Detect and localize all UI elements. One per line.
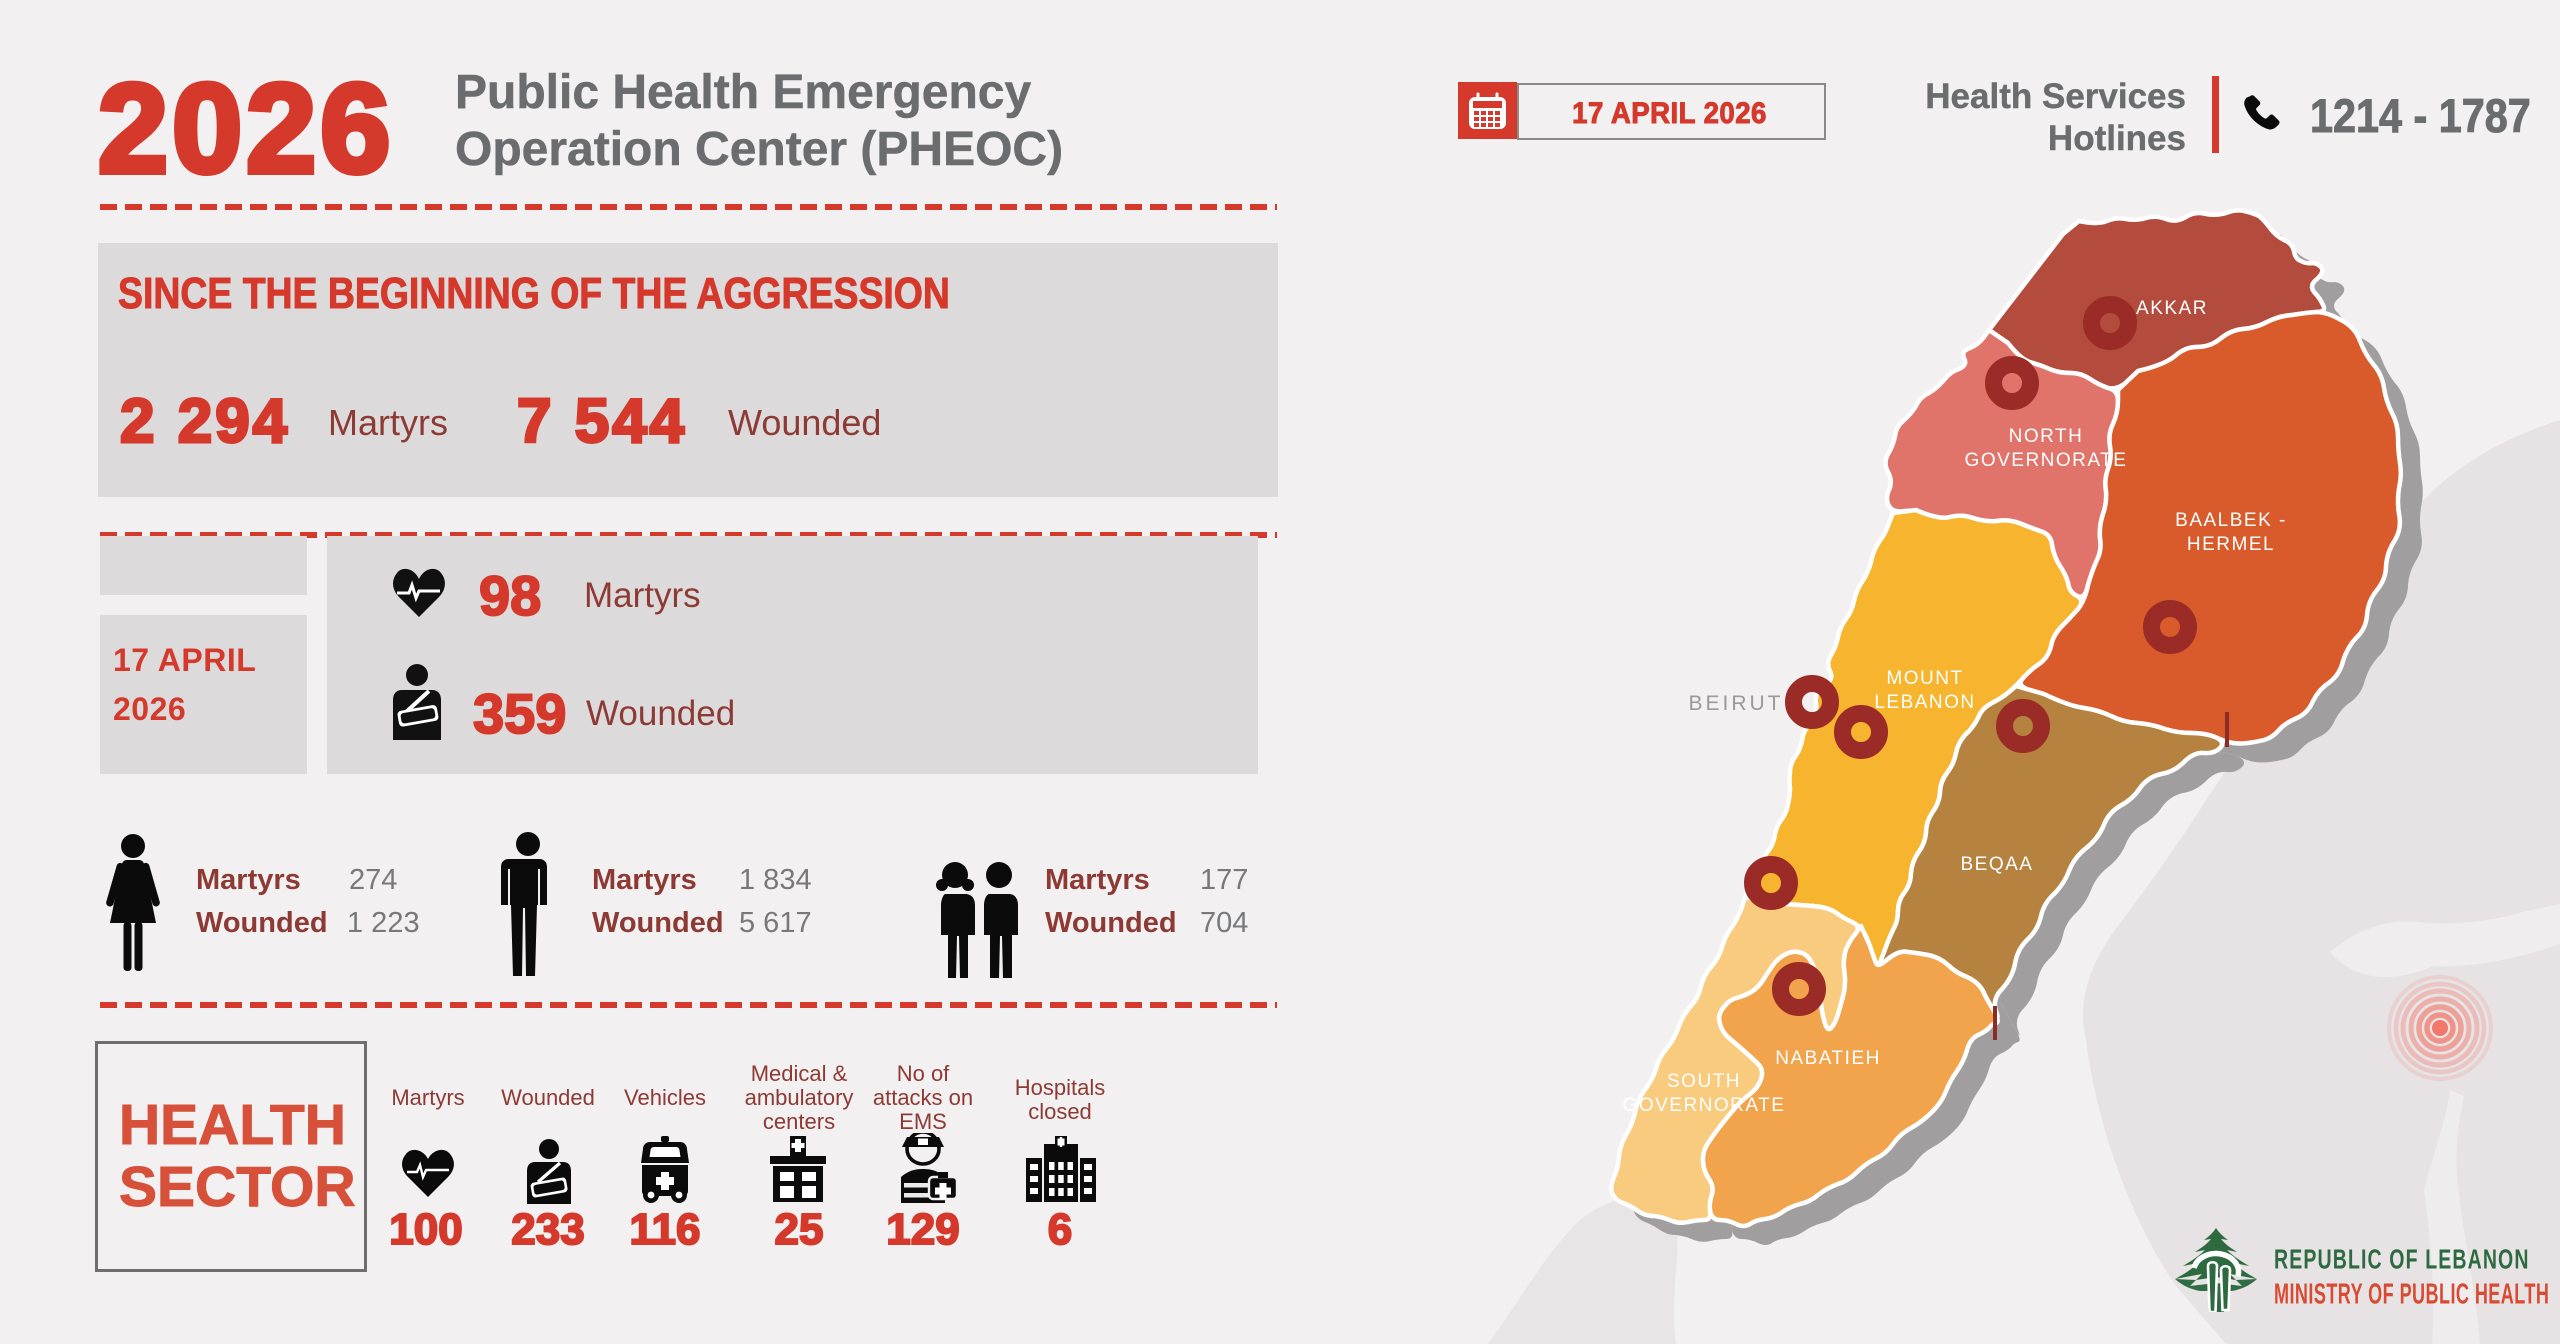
svg-text:LEBANON: LEBANON	[1874, 692, 1975, 713]
svg-text:BEIRUT: BEIRUT	[1688, 692, 1783, 715]
svg-text:AKKAR: AKKAR	[2136, 298, 2208, 319]
svg-text:HERMEL: HERMEL	[2187, 534, 2275, 555]
svg-text:SOUTH: SOUTH	[1667, 1071, 1741, 1092]
svg-text:GOVERNORATE: GOVERNORATE	[1965, 450, 2128, 471]
svg-text:MOUNT: MOUNT	[1886, 668, 1963, 689]
svg-text:GOVERNORATE: GOVERNORATE	[1623, 1095, 1786, 1116]
svg-text:BAALBEK -: BAALBEK -	[2175, 510, 2287, 531]
svg-text:BEQAA: BEQAA	[1961, 854, 2034, 875]
svg-text:NABATIEH: NABATIEH	[1775, 1048, 1881, 1069]
svg-text:NORTH: NORTH	[2009, 426, 2084, 447]
